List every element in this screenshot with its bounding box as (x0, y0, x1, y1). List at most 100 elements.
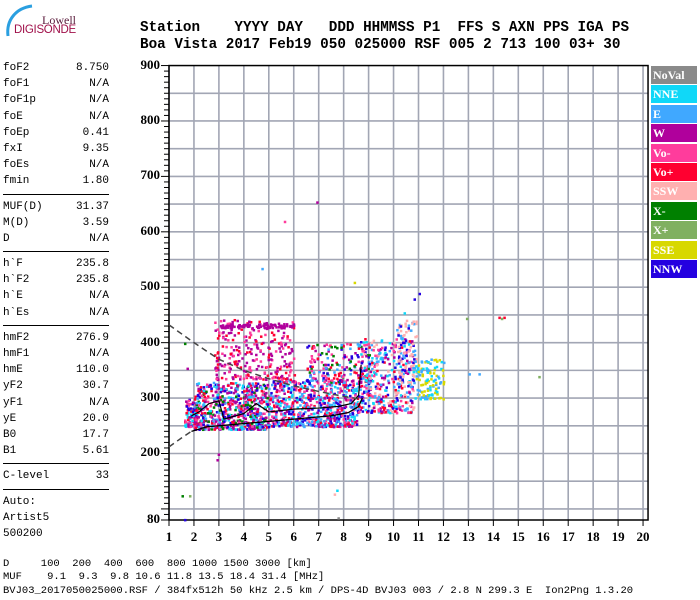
echo-point (232, 349, 236, 352)
echo-point (256, 408, 260, 411)
echo-point (359, 375, 363, 379)
echo-point (236, 319, 239, 323)
echo-point (387, 401, 390, 405)
echo-point (320, 361, 324, 364)
echo-point (378, 402, 381, 405)
echo-point (289, 369, 293, 372)
echo-point (367, 404, 371, 408)
echo-point (284, 412, 287, 415)
echo-point (376, 369, 379, 373)
echo-point (285, 402, 289, 406)
echo-point (271, 326, 275, 330)
echo-point (403, 333, 406, 337)
echo-point (247, 323, 250, 326)
echo-point (415, 375, 419, 378)
echo-point (392, 380, 396, 384)
echo-point (421, 374, 425, 378)
echo-point (306, 421, 309, 425)
echo-point (239, 410, 242, 414)
param-name: D (3, 232, 10, 245)
echo-point (387, 381, 391, 385)
echo-point (212, 413, 215, 417)
param-value: N/A (89, 396, 109, 409)
echo-point (286, 420, 289, 424)
echo-point (252, 418, 255, 422)
echo-point (331, 379, 334, 382)
echo-point (202, 404, 205, 407)
echo-point (277, 322, 281, 326)
echo-point (329, 391, 333, 394)
echo-point (200, 405, 203, 409)
echo-point (269, 352, 273, 356)
echo-point (264, 333, 267, 337)
echo-point (195, 382, 199, 386)
echo-point (361, 372, 365, 376)
echo-point (405, 348, 409, 352)
echo-point (309, 395, 313, 398)
echo-point (281, 378, 284, 382)
echo-point (221, 403, 225, 407)
param-value: 1.80 (82, 175, 109, 188)
echo-point (333, 385, 337, 389)
echo-point (255, 367, 259, 371)
echo-point (401, 357, 404, 360)
echo-point (216, 384, 219, 388)
echo-point (188, 495, 192, 498)
echo-point (252, 377, 255, 381)
echo-point (376, 387, 379, 390)
echo-point (256, 410, 259, 414)
echo-point (204, 419, 207, 423)
echo-point (268, 365, 272, 368)
echo-point (218, 409, 222, 412)
echo-point (390, 368, 394, 372)
echo-point (317, 423, 320, 426)
echo-point (351, 388, 355, 392)
echo-point (402, 363, 405, 367)
echo-point (442, 374, 445, 378)
echo-point (201, 428, 205, 432)
echo-point (361, 355, 364, 358)
echo-point (311, 397, 315, 400)
echo-point (196, 406, 199, 409)
echo-point (234, 428, 238, 431)
echo-point (442, 380, 446, 384)
echo-point (411, 408, 415, 411)
echo-point (191, 401, 195, 404)
echo-point (413, 298, 417, 301)
echo-point (240, 407, 243, 411)
echo-point (282, 413, 285, 416)
echo-point (355, 413, 359, 417)
echo-point (245, 361, 249, 365)
echo-point (304, 410, 307, 414)
echo-point (376, 384, 379, 388)
echo-point (285, 405, 289, 408)
echo-point (275, 414, 278, 417)
echo-point (248, 382, 251, 385)
echo-point (280, 345, 284, 348)
echo-point (245, 387, 249, 391)
echo-point (298, 412, 302, 415)
echo-point (290, 413, 293, 416)
echo-point (263, 371, 267, 374)
echo-point (443, 361, 446, 365)
echo-point (408, 392, 412, 396)
echo-point (274, 402, 278, 405)
echo-point (404, 325, 408, 328)
echo-point (319, 398, 322, 402)
echo-point (222, 331, 225, 334)
echo-point (351, 420, 354, 423)
echo-point (262, 400, 266, 404)
echo-point (252, 412, 256, 415)
echo-point (417, 370, 421, 374)
echo-point (406, 401, 410, 404)
echo-point (289, 361, 293, 365)
echo-point (194, 414, 198, 418)
echo-point (249, 321, 253, 324)
echo-point (354, 394, 357, 397)
echo-point (255, 353, 258, 357)
echo-point (250, 389, 254, 392)
echo-point (316, 382, 320, 385)
echo-point (251, 382, 254, 385)
echo-point (282, 422, 285, 426)
echo-point (310, 424, 313, 427)
